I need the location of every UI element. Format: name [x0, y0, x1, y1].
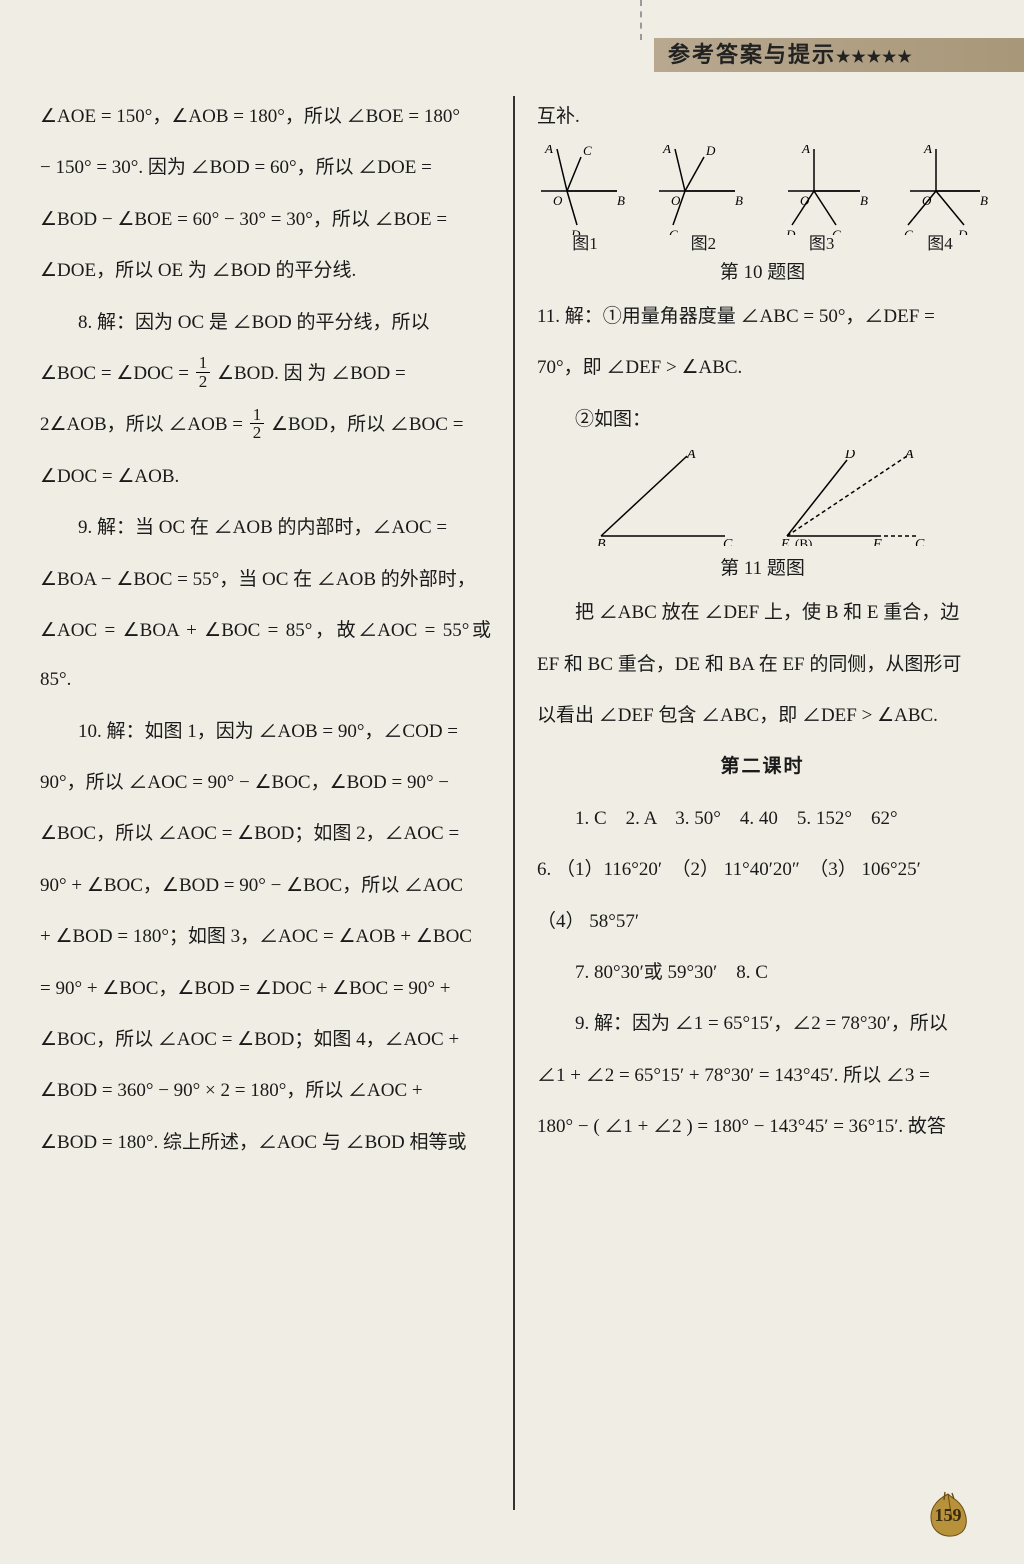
figure-title: 第 10 题图 [537, 254, 988, 292]
svg-text:O: O [671, 193, 681, 208]
text-line: ∠1 + ∠2 = 65°15′ + 78°30′ = 143°45′. 所以 … [537, 1051, 988, 1100]
figure-10-3: ABCDO图3 [774, 145, 870, 254]
answer-line: 7. 80°30′或 59°30′ 8. C [537, 948, 988, 997]
right-column: 互补. A B C D O 图1 A B C D O 图2 A B C D O 图3 A B C D O 图4 第 10… [515, 92, 988, 1514]
svg-text:D: D [844, 450, 855, 462]
figure-10-4: A B C D O 图4 [892, 145, 988, 254]
text-line: ∠BOC，所以 ∠AOC = ∠BOD；如图 4，∠AOC + [40, 1015, 491, 1064]
text-line: ∠AOC = ∠BOA + ∠BOC = 85°，故∠AOC = 55°或 85… [40, 606, 491, 705]
text-line: 把 ∠ABC 放在 ∠DEF 上，使 B 和 E 重合，边 [537, 588, 988, 637]
svg-text:B: B [860, 193, 868, 208]
answer-line: （4） 58°57′ [537, 897, 988, 946]
figure-11-row: A B C D A E (B) F C [537, 450, 988, 546]
figure-11-left: A B C [595, 450, 741, 546]
answer-line: 1. C 2. A 3. 50° 4. 40 5. 152° 62° [537, 794, 988, 843]
svg-text:C: C [723, 537, 733, 546]
text-line: 互补. [537, 92, 988, 141]
svg-text:A: A [801, 145, 810, 156]
text-line: 9. 解：当 OC 在 ∠AOB 的内部时，∠AOC = [40, 503, 491, 552]
text-fragment: 2∠AOB，所以 ∠AOB = [40, 414, 248, 435]
header-banner: 参考答案与提示★★★★★ [654, 38, 1024, 72]
page-number-badge: 159 [922, 1490, 974, 1542]
text-line: ∠BOD = 360° − 90° × 2 = 180°，所以 ∠AOC + [40, 1066, 491, 1115]
svg-text:A: A [923, 145, 932, 156]
text-line: 10. 解：如图 1，因为 ∠AOB = 90°，∠COD = [40, 707, 491, 756]
text-line: ∠DOC = ∠AOB. [40, 452, 491, 501]
header-title: 参考答案与提示 [668, 42, 836, 67]
svg-text:F: F [872, 537, 882, 546]
figure-caption: 图2 [655, 235, 751, 254]
text-line: EF 和 BC 重合，DE 和 BA 在 EF 的同侧，从图形可 [537, 640, 988, 689]
text-line: 180° − ( ∠1 + ∠2 ) = 180° − 143°45′ = 36… [537, 1102, 988, 1151]
figure-svg: A B C D O [655, 145, 751, 235]
text-line: 70°，即 ∠DEF > ∠ABC. [537, 343, 988, 392]
figure-10-2: A B C D O 图2 [655, 145, 751, 254]
fraction-num: 1 [250, 406, 265, 425]
header-stars: ★★★★★ [836, 49, 913, 66]
answer-line: 6. （1）116°20′ （2） 11°40′20″ （3） 106°25′ [537, 845, 988, 894]
svg-text:C: C [583, 145, 592, 158]
svg-text:A: A [544, 145, 553, 156]
svg-text:O: O [800, 193, 810, 208]
fraction: 12 [196, 354, 211, 391]
figure-svg: A B C D O [892, 145, 988, 235]
figure-svg: ABCDO [537, 145, 633, 235]
fraction-den: 2 [250, 424, 265, 442]
text-line: 8. 解：因为 OC 是 ∠BOD 的平分线，所以 [40, 298, 491, 347]
text-line: ∠BOD = 180°. 综上所述，∠AOC 与 ∠BOD 相等或 [40, 1118, 491, 1167]
figure-10-row: A B C D O 图1 A B C D O 图2 A B C D O 图3 A B C D O 图4 [537, 145, 988, 254]
svg-text:B: B [617, 193, 625, 208]
svg-text:A: A [662, 145, 671, 156]
svg-text:O: O [553, 193, 563, 208]
text-line: ∠BOD − ∠BOE = 60° − 30° = 30°，所以 ∠BOE = [40, 195, 491, 244]
text-line: ∠AOE = 150°，∠AOB = 180°，所以 ∠BOE = 180° [40, 92, 491, 141]
text-line: 90°，所以 ∠AOC = 90° − ∠BOC，∠BOD = 90° − [40, 758, 491, 807]
svg-text:C: C [904, 227, 913, 235]
svg-text:O: O [922, 193, 932, 208]
text-line: ∠BOA − ∠BOC = 55°，当 OC 在 ∠AOB 的外部时， [40, 555, 491, 604]
fraction-num: 1 [196, 354, 211, 373]
svg-text:C: C [669, 227, 678, 235]
svg-text:D: D [785, 227, 796, 235]
svg-text:D: D [705, 145, 716, 158]
text-line: − 150° = 30°. 因为 ∠BOD = 60°，所以 ∠DOE = [40, 143, 491, 192]
svg-text:E: E [780, 537, 790, 546]
text-line: ∠DOE，所以 OE 为 ∠BOD 的平分线. [40, 246, 491, 295]
page-body: ∠AOE = 150°，∠AOB = 180°，所以 ∠BOE = 180° −… [40, 92, 988, 1514]
text-line: ∠BOC = ∠DOC = 12 ∠BOD. 因 为 ∠BOD = [40, 349, 491, 398]
text-line: = 90° + ∠BOC，∠BOD = ∠DOC + ∠BOC = 90° + [40, 964, 491, 1013]
svg-text:B: B [735, 193, 743, 208]
text-line: + ∠BOD = 180°；如图 3，∠AOC = ∠AOB + ∠BOC [40, 912, 491, 961]
text-line: 90° + ∠BOC，∠BOD = 90° − ∠BOC，所以 ∠AOC [40, 861, 491, 910]
svg-text:B: B [597, 537, 606, 546]
figure-caption: 图1 [537, 235, 633, 254]
text-fragment: ∠BOC = ∠DOC = [40, 363, 194, 384]
text-line: ∠BOC，所以 ∠AOC = ∠BOD；如图 2，∠AOC = [40, 809, 491, 858]
svg-text:D: D [957, 227, 968, 235]
text-line: 11. 解：①用量角器度量 ∠ABC = 50°，∠DEF = [537, 292, 988, 341]
text-line: 9. 解：因为 ∠1 = 65°15′，∠2 = 78°30′，所以 [537, 999, 988, 1048]
text-line: 2∠AOB，所以 ∠AOB = 12 ∠BOD，所以 ∠BOC = [40, 400, 491, 449]
text-line: ②如图： [537, 395, 988, 444]
svg-text:A: A [904, 450, 914, 462]
svg-text:B: B [980, 193, 988, 208]
svg-text:(B): (B) [795, 536, 812, 546]
header-dashed-line [640, 0, 642, 40]
figure-10-1: ABCDO图1 [537, 145, 633, 254]
text-line: 以看出 ∠DEF 包含 ∠ABC，即 ∠DEF > ∠ABC. [537, 691, 988, 740]
fraction-den: 2 [196, 373, 211, 391]
figure-11-right: D A E (B) F C [779, 450, 931, 546]
figure-title: 第 11 题图 [537, 550, 988, 588]
figure-caption: 图3 [774, 235, 870, 254]
section-title: 第二课时 [537, 742, 988, 791]
figure-svg: ABCDO [774, 145, 870, 235]
figure-caption: 图4 [892, 235, 988, 254]
fraction: 12 [250, 406, 265, 443]
page-number: 159 [922, 1505, 974, 1526]
text-fragment: ∠BOD，所以 ∠BOC = [266, 414, 463, 435]
text-fragment: ∠BOD. 因 为 ∠BOD = [212, 363, 405, 384]
svg-text:A: A [686, 450, 696, 462]
svg-text:C: C [915, 537, 925, 546]
left-column: ∠AOE = 150°，∠AOB = 180°，所以 ∠BOE = 180° −… [40, 92, 513, 1514]
